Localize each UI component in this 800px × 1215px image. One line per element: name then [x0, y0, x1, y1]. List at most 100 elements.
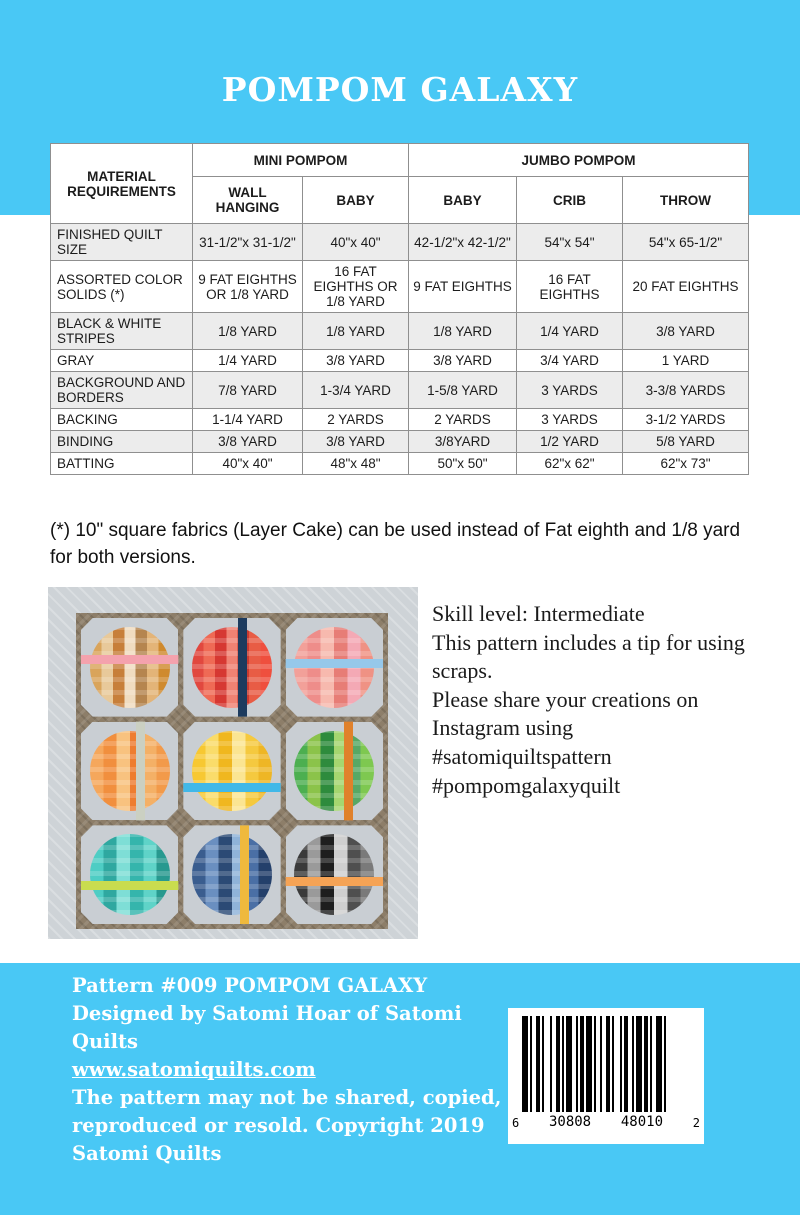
table-cell: 40"x 40": [302, 223, 409, 261]
table-cell: 3/4 YARD: [516, 349, 623, 372]
quilt-block: [183, 618, 281, 717]
table-cell: 3-1/2 YARDS: [621, 408, 750, 431]
table-row: BACKING 1-1/4 YARD 2 YARDS 2 YARDS 3 YARDS 3-…: [50, 408, 750, 431]
table-cell: 1-5/8 YARD: [408, 371, 517, 409]
table-row: ASSORTED COLOR SOLIDS (*) 9 FAT EIGHTHS O…: [50, 260, 750, 313]
table-footnote: (*) 10" square fabrics (Layer Cake) can …: [50, 520, 741, 568]
table-cell: 3/8 YARD: [302, 430, 409, 453]
table-cell: 1-3/4 YARD: [302, 371, 409, 409]
quilt-field: [76, 613, 388, 929]
row-label: BLACK & WHITE STRIPES: [50, 312, 193, 350]
barcode-bar: [620, 1016, 622, 1112]
barcode-space: [596, 1016, 600, 1112]
barcode-space: [572, 1016, 576, 1112]
table-cell: 2 YARDS: [302, 408, 409, 431]
table-row: BACKGROUND AND BORDERS 7/8 YARD 1-3/4 YARD…: [50, 371, 750, 409]
barcode-bar: [586, 1016, 592, 1112]
share-hashtag-satomiquiltspattern: #satomiquiltspattern: [432, 743, 612, 769]
barcode-space: [652, 1016, 656, 1112]
quilt-block: [183, 825, 281, 924]
barcode-space: [634, 1016, 636, 1112]
barcode-bar: [612, 1016, 614, 1112]
pompom-circle: [89, 730, 170, 812]
barcode-bar: [530, 1016, 532, 1112]
table-cell: 2 YARDS: [408, 408, 517, 431]
barcode-bar: [656, 1016, 662, 1112]
info-column: Skill level: Intermediate This pattern i…: [432, 600, 777, 800]
table-cell: 1/4 YARD: [192, 349, 303, 372]
table-cell: 31-1/2"x 31-1/2": [192, 223, 303, 261]
row-label: BACKING: [50, 408, 193, 431]
accent-bar: [285, 876, 383, 886]
quilt-block: [285, 618, 383, 717]
tip-text: This pattern includes a tip for using sc…: [432, 629, 745, 684]
row-label: BATTING: [50, 452, 193, 475]
row-label: GRAY: [50, 349, 193, 372]
barcode-bar: [556, 1016, 560, 1112]
copyright-line-1: The pattern may not be shared, copied,: [72, 1086, 502, 1109]
pompom-circle: [192, 626, 272, 708]
row-label: BINDING: [50, 430, 193, 453]
table-cell: 3/8 YARD: [192, 430, 303, 453]
copyright-line-3: Satomi Quilts: [72, 1142, 222, 1165]
accent-bar: [135, 721, 145, 821]
footer-text-block: Pattern #009 POMPOM GALAXY Designed by S…: [72, 972, 502, 1168]
barcode-bar: [522, 1016, 528, 1112]
quilt-block: [285, 825, 383, 924]
barcode-digit-group2: 48010: [620, 1114, 664, 1130]
barcode-space: [610, 1016, 612, 1112]
table-row: BLACK & WHITE STRIPES 1/8 YARD 1/8 YARD 1/8…: [50, 312, 750, 350]
table-cell: 7/8 YARD: [192, 371, 303, 409]
table-cell: 62"x 73": [621, 452, 750, 475]
accent-bar: [81, 655, 179, 665]
accent-bar: [237, 618, 247, 717]
barcode-bars: [522, 1016, 694, 1112]
accent-bar: [81, 880, 179, 890]
column-header-mini-baby: BABY: [302, 176, 409, 224]
website-link[interactable]: www.satomiquilts.com: [72, 1058, 316, 1081]
quilt-block: [183, 721, 281, 821]
table-cell: 62"x 62": [516, 452, 623, 475]
barcode-space: [622, 1016, 624, 1112]
table-cell: 1/4 YARD: [516, 312, 623, 350]
material-requirements-table: MATERIAL REQUIREMENTS MINI POMPOM JUMBO …: [50, 143, 750, 475]
table-cell: 42-1/2"x 42-1/2": [408, 223, 517, 261]
skill-level-text: Skill level: Intermediate: [432, 601, 645, 626]
quilt-block: [81, 618, 179, 717]
pompom-circle: [294, 730, 375, 812]
group-header-mini-pompom: MINI POMPOM: [192, 143, 409, 177]
barcode-space: [564, 1016, 566, 1112]
barcode-bar: [600, 1016, 602, 1112]
column-header-crib: CRIB: [516, 176, 623, 224]
table-cell: 3-3/8 YARDS: [621, 371, 750, 409]
table-corner-header: MATERIAL REQUIREMENTS: [50, 143, 193, 224]
barcode-bar: [606, 1016, 610, 1112]
table-cell: 1/8 YARD: [408, 312, 517, 350]
barcode-bar: [550, 1016, 552, 1112]
table-cell: 54"x 65-1/2": [621, 223, 750, 261]
barcode-space: [584, 1016, 586, 1112]
barcode: 6 30808 48010 2: [508, 1008, 704, 1144]
column-header-throw: THROW: [621, 176, 750, 224]
barcode-space: [592, 1016, 594, 1112]
barcode-space: [602, 1016, 606, 1112]
table-cell: 16 FAT EIGHTHS: [516, 260, 623, 313]
barcode-bar: [566, 1016, 572, 1112]
barcode-space: [614, 1016, 620, 1112]
row-label: BACKGROUND AND BORDERS: [50, 371, 193, 409]
barcode-space: [528, 1016, 530, 1112]
quilt-block: [81, 721, 179, 821]
barcode-digit-lead: 6: [512, 1116, 520, 1130]
barcode-space: [648, 1016, 650, 1112]
row-label: FINISHED QUILT SIZE: [50, 223, 193, 261]
page-title: POMPOM GALAXY: [221, 70, 579, 109]
pattern-number-line: Pattern #009 POMPOM GALAXY: [72, 974, 428, 997]
barcode-bar: [542, 1016, 544, 1112]
accent-bar: [285, 659, 383, 669]
table-cell: 16 FAT EIGHTHS OR 1/8 YARD: [302, 260, 409, 313]
barcode-digit-group1: 30808: [548, 1114, 592, 1130]
table-cell: 5/8 YARD: [621, 430, 750, 453]
share-text-line: Instagram using: [432, 715, 574, 741]
barcode-bar: [644, 1016, 648, 1112]
